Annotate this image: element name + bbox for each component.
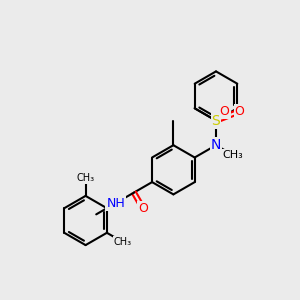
Text: O: O [235, 105, 244, 118]
Text: CH₃: CH₃ [76, 173, 94, 183]
Text: CH₃: CH₃ [223, 150, 243, 160]
Text: S: S [212, 114, 220, 128]
Text: NH: NH [106, 196, 125, 210]
Text: N: N [211, 138, 221, 152]
Text: O: O [138, 202, 148, 215]
Text: O: O [220, 105, 230, 118]
Text: CH₃: CH₃ [113, 237, 131, 247]
